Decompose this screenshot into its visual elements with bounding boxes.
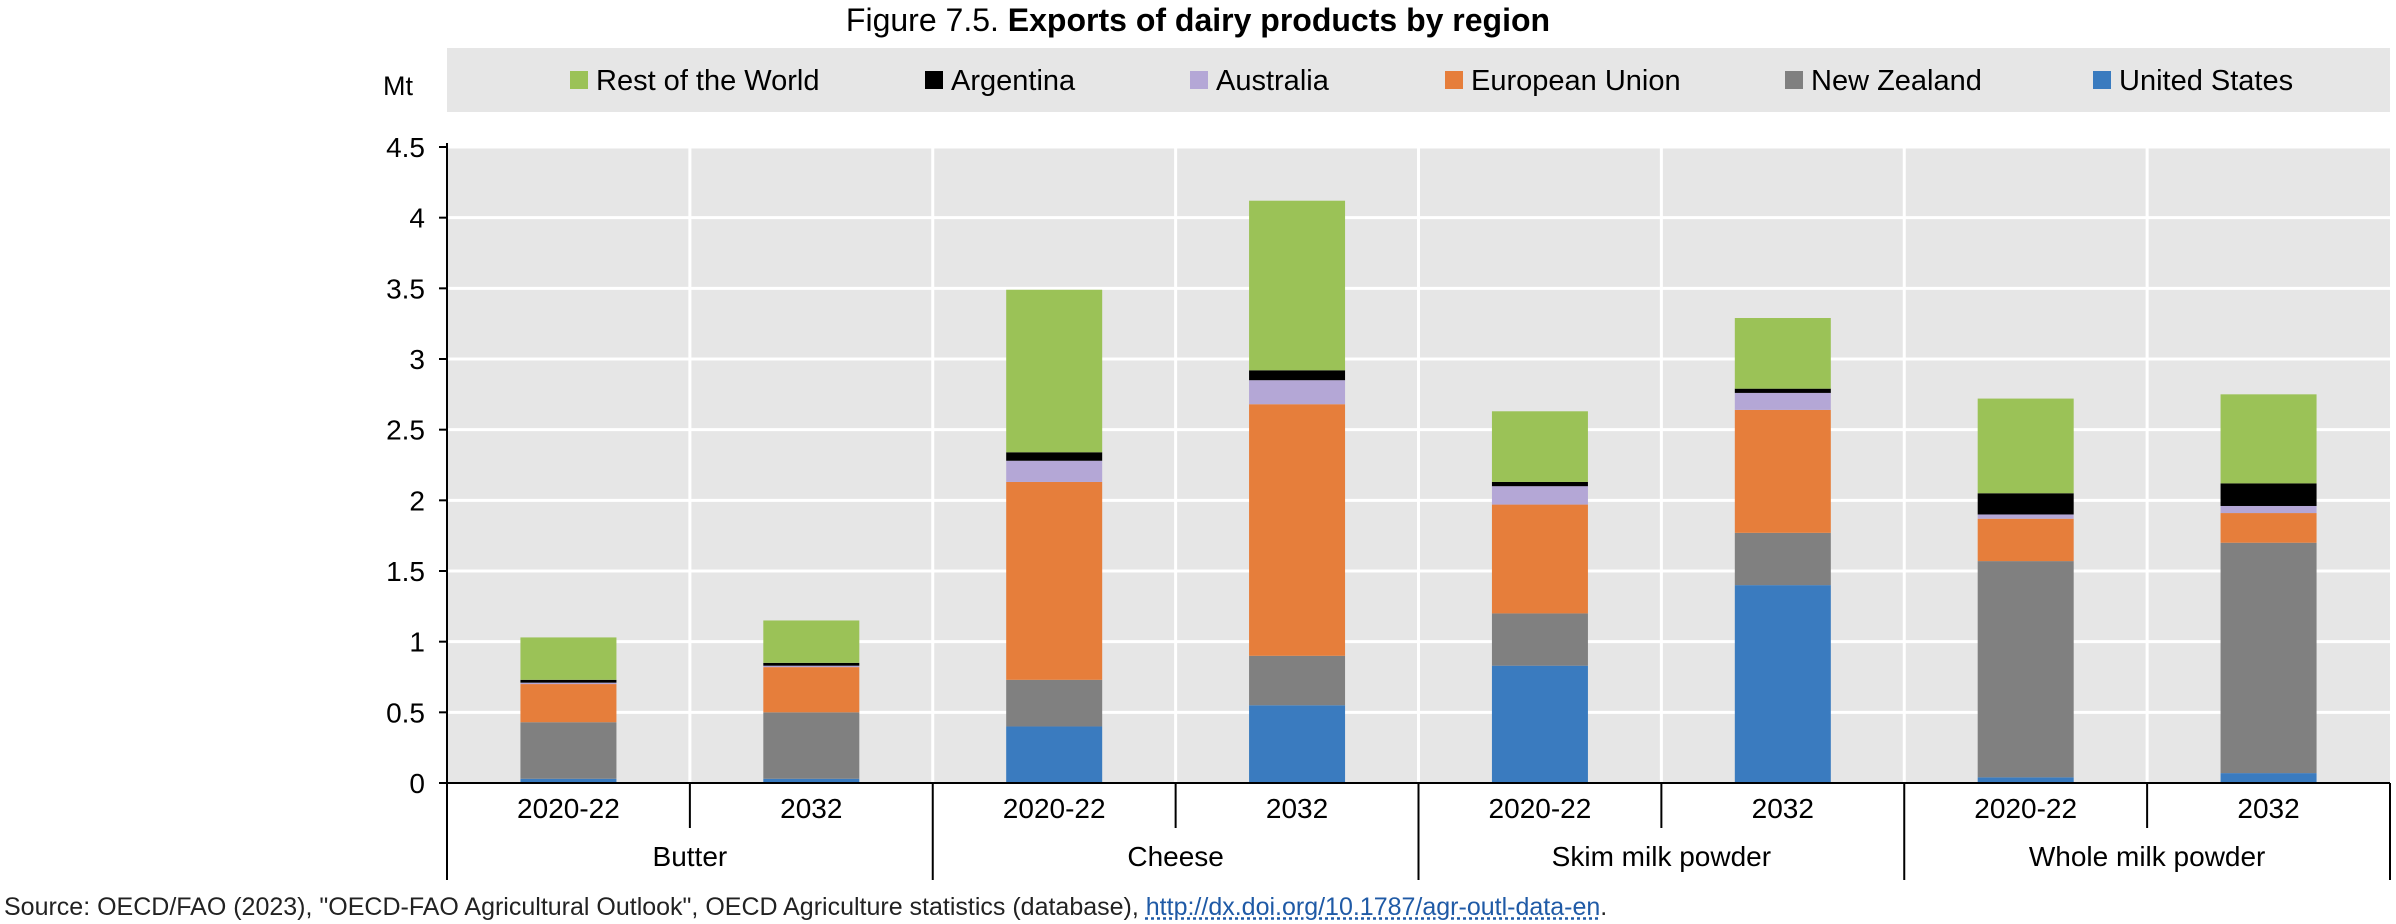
axes: 0 0.5 1 1.5 2 2.5 3 3.5 4 4.5 2020-22 2032 2020-22 20… bbox=[386, 132, 2391, 880]
bar-segment-australia bbox=[520, 682, 617, 685]
bar-segment-new-zealand bbox=[1977, 561, 2074, 778]
legend: Rest of the World Argentina Australia Europ… bbox=[570, 65, 2293, 97]
bar-segment-rest-of-the-world bbox=[520, 637, 617, 680]
bar-segment-australia bbox=[2220, 505, 2317, 514]
y-tick-label: 2.5 bbox=[386, 415, 425, 446]
bar-segment-new-zealand bbox=[1249, 655, 1346, 706]
y-tick-label: 4 bbox=[409, 203, 425, 234]
bar-segment-european-union bbox=[1977, 518, 2074, 562]
x-tick-label: 2032 bbox=[780, 793, 842, 824]
bar-segment-argentina bbox=[1734, 388, 1831, 393]
group-label: Skim milk powder bbox=[1552, 841, 1771, 872]
y-unit-label: Mt bbox=[383, 71, 413, 101]
y-tick-label: 1 bbox=[409, 627, 425, 658]
bar-segment-australia bbox=[1977, 514, 2074, 519]
y-tick-label: 1.5 bbox=[386, 556, 425, 587]
bar-segment-european-union bbox=[1734, 409, 1831, 533]
x-tick-label: 2020-22 bbox=[1489, 793, 1592, 824]
stacked-bar-chart: Rest of the World Argentina Australia Europ… bbox=[383, 48, 2391, 880]
bar-segment-european-union bbox=[763, 667, 860, 713]
legend-swatch bbox=[570, 71, 588, 89]
group-label: Whole milk powder bbox=[2029, 841, 2266, 872]
legend-swatch bbox=[925, 71, 943, 89]
legend-label: Australia bbox=[1216, 65, 1330, 97]
source-end: . bbox=[1600, 893, 1608, 921]
legend-swatch bbox=[2093, 71, 2111, 89]
bar-segment-rest-of-the-world bbox=[1249, 200, 1346, 371]
legend-label: European Union bbox=[1471, 65, 1681, 97]
x-tick-label: 2020-22 bbox=[517, 793, 620, 824]
bar-segment-rest-of-the-world bbox=[1977, 398, 2074, 494]
bar-segment-new-zealand bbox=[2220, 542, 2317, 774]
bar-segment-rest-of-the-world bbox=[763, 620, 860, 663]
figure-title-main: Exports of dairy products by region bbox=[1007, 2, 1551, 38]
y-tick-label: 2 bbox=[409, 485, 425, 516]
bar-segment-new-zealand bbox=[763, 712, 860, 779]
x-tick-label: 2032 bbox=[1266, 793, 1328, 824]
bar-segment-united-states bbox=[1249, 705, 1346, 783]
bar-segment-united-states bbox=[520, 778, 617, 783]
x-tick-label: 2020-22 bbox=[1003, 793, 1106, 824]
bar-segment-argentina bbox=[1977, 493, 2074, 515]
bar-segment-australia bbox=[1734, 392, 1831, 410]
bar-segment-united-states bbox=[1006, 726, 1103, 783]
source-note: Source: OECD/FAO (2023), "OECD-FAO Agric… bbox=[4, 892, 1607, 922]
bar-segment-rest-of-the-world bbox=[2220, 394, 2317, 484]
bar-segment-rest-of-the-world bbox=[1734, 318, 1831, 389]
bar-segment-united-states bbox=[1491, 665, 1588, 783]
legend-label: Argentina bbox=[951, 65, 1076, 97]
bar-segment-united-states bbox=[1734, 585, 1831, 783]
legend-swatch bbox=[1190, 71, 1208, 89]
legend-swatch bbox=[1785, 71, 1803, 89]
bar-segment-argentina bbox=[2220, 483, 2317, 506]
x-tick-label: 2032 bbox=[2237, 793, 2299, 824]
bar-segment-australia bbox=[1006, 460, 1103, 482]
legend-label: New Zealand bbox=[1811, 65, 1982, 97]
bar-segment-united-states bbox=[1977, 777, 2074, 783]
bar-segment-argentina bbox=[520, 679, 617, 683]
bars bbox=[520, 200, 2317, 783]
bar-segment-new-zealand bbox=[1006, 679, 1103, 727]
bar-segment-european-union bbox=[1006, 481, 1103, 680]
bar-segment-australia bbox=[1491, 486, 1588, 505]
bar-segment-european-union bbox=[2220, 513, 2317, 543]
legend-background bbox=[447, 48, 2390, 112]
bar-segment-australia bbox=[1249, 380, 1346, 405]
bar-segment-rest-of-the-world bbox=[1006, 289, 1103, 453]
bar-segment-new-zealand bbox=[520, 722, 617, 779]
bar-segment-new-zealand bbox=[1734, 532, 1831, 586]
legend-label: Rest of the World bbox=[596, 65, 820, 97]
y-tick-label: 4.5 bbox=[386, 132, 425, 163]
y-tick-label: 0 bbox=[409, 768, 425, 799]
source-link[interactable]: http://dx.doi.org/10.1787/agr-outl-data-… bbox=[1145, 893, 1601, 921]
legend-swatch bbox=[1445, 71, 1463, 89]
group-label: Butter bbox=[653, 841, 728, 872]
legend-label: United States bbox=[2119, 65, 2293, 97]
bar-segment-argentina bbox=[1249, 370, 1346, 381]
bar-segment-european-union bbox=[1491, 504, 1588, 614]
bar-segment-argentina bbox=[763, 662, 860, 666]
y-tick-label: 3 bbox=[409, 344, 425, 375]
y-tick-label: 3.5 bbox=[386, 273, 425, 304]
bar-segment-united-states bbox=[763, 778, 860, 783]
x-tick-label: 2020-22 bbox=[1974, 793, 2077, 824]
group-label: Cheese bbox=[1127, 841, 1224, 872]
bar-segment-argentina bbox=[1006, 452, 1103, 461]
bar-segment-rest-of-the-world bbox=[1491, 411, 1588, 482]
bar-segment-argentina bbox=[1491, 481, 1588, 487]
bar-segment-european-union bbox=[1249, 404, 1346, 656]
figure-title: Figure 7.5. Exports of dairy products by… bbox=[0, 2, 2396, 38]
x-tick-label: 2032 bbox=[1752, 793, 1814, 824]
bar-segment-new-zealand bbox=[1491, 613, 1588, 666]
figure-title-prefix: Figure 7.5. bbox=[845, 2, 999, 38]
bar-segment-united-states bbox=[2220, 773, 2317, 783]
bar-segment-australia bbox=[763, 665, 860, 668]
y-tick-label: 0.5 bbox=[386, 697, 425, 728]
bar-segment-european-union bbox=[520, 684, 617, 723]
source-text: Source: OECD/FAO (2023), "OECD-FAO Agric… bbox=[4, 893, 1139, 921]
